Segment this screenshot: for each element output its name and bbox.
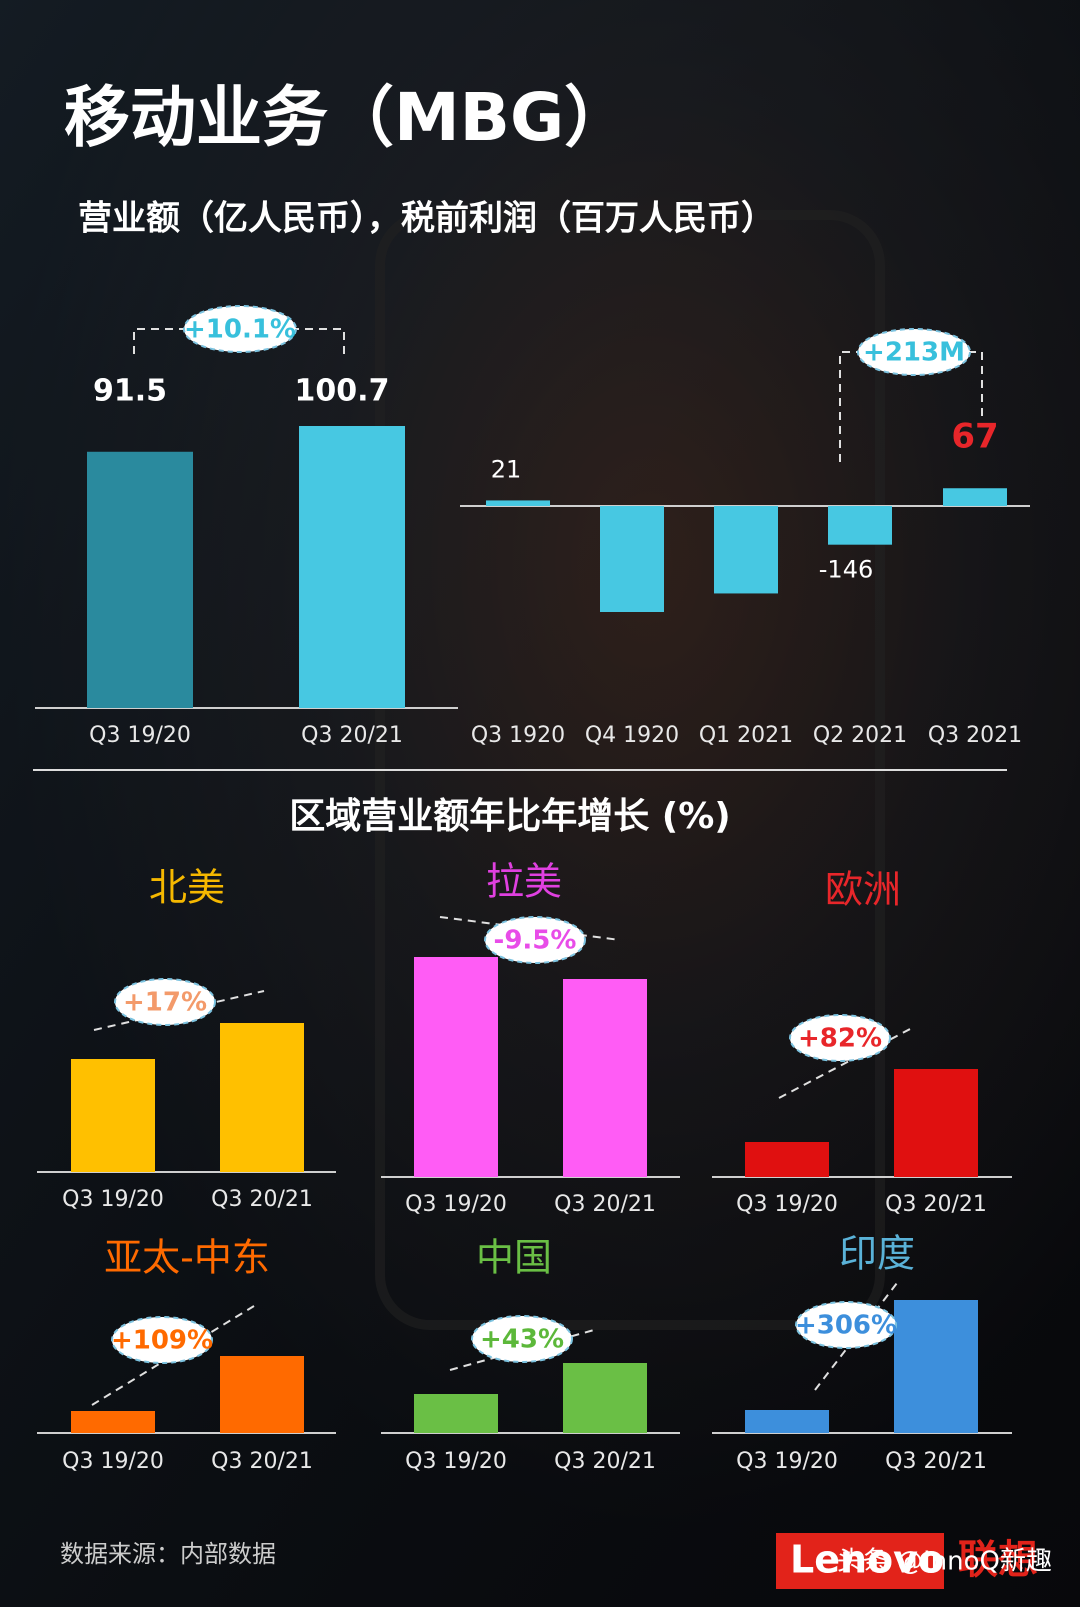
- x-tick-label: Q2 2021: [813, 723, 907, 748]
- x-tick-label: Q3 1920: [471, 723, 565, 748]
- x-tick-label: Q3 19/20: [405, 1449, 507, 1474]
- source: 数据来源：内部数据: [60, 1540, 276, 1568]
- logo-cn: 联想: [958, 1537, 1038, 1583]
- bar: [563, 979, 647, 1177]
- bar: [220, 1023, 304, 1172]
- region-title: 拉美: [486, 860, 562, 904]
- x-tick-label: Q3 19/20: [405, 1192, 507, 1217]
- bar: [745, 1142, 829, 1177]
- x-tick-label: Q3 19/20: [736, 1192, 838, 1217]
- trend-line: [814, 1282, 898, 1391]
- annotation-bubble: [857, 328, 971, 376]
- section-title: 区域营业额年比年增长 (%): [289, 796, 731, 837]
- x-tick-label: Q1 2021: [699, 723, 793, 748]
- value-label: 21: [491, 455, 522, 483]
- annotation: +109%: [111, 1326, 213, 1356]
- x-tick-label: Q3 19/20: [62, 1187, 164, 1212]
- x-tick-label: Q3 20/21: [885, 1192, 987, 1217]
- bar: [414, 1394, 498, 1433]
- bar: [299, 426, 405, 708]
- bar: [828, 506, 892, 545]
- bar: [414, 957, 498, 1177]
- region-title: 印度: [839, 1232, 915, 1276]
- x-tick-label: Q3 2021: [928, 723, 1022, 748]
- annotation-bubble: [789, 1014, 891, 1062]
- value-label: 100.7: [295, 374, 390, 409]
- bar: [71, 1411, 155, 1433]
- page-title: 移动业务（MBG）: [64, 79, 630, 156]
- annotation: +82%: [798, 1024, 882, 1054]
- x-tick-label: Q3 20/21: [554, 1192, 656, 1217]
- annotation: +17%: [123, 988, 207, 1018]
- trend-line: [778, 1027, 913, 1099]
- bar: [943, 488, 1007, 506]
- x-tick-label: Q3 20/21: [301, 723, 403, 748]
- x-tick-label: Q4 1920: [585, 723, 679, 748]
- bar: [894, 1069, 978, 1177]
- bar: [71, 1059, 155, 1172]
- annotation: -9.5%: [494, 926, 577, 956]
- annotation-bubble: [114, 978, 216, 1026]
- annotation-bubble: [484, 916, 586, 964]
- trend-line: [91, 1305, 255, 1406]
- x-tick-label: Q3 19/20: [89, 723, 191, 748]
- bracket: [839, 351, 983, 462]
- annotation: +43%: [480, 1325, 564, 1355]
- x-tick-label: Q3 20/21: [554, 1449, 656, 1474]
- annotation-bubble: [471, 1315, 573, 1363]
- region-title: 亚太-中东: [104, 1236, 270, 1280]
- watermark: 头条 @InnoQ新趣: [837, 1547, 1052, 1577]
- annotation-bubble: [111, 1316, 213, 1364]
- region-title: 中国: [476, 1236, 552, 1280]
- value-label: 67: [951, 417, 998, 457]
- bar: [220, 1356, 304, 1433]
- bar: [87, 451, 193, 708]
- x-tick-label: Q3 19/20: [736, 1449, 838, 1474]
- logo-box: [776, 1533, 944, 1589]
- annotation-bubble: [183, 305, 297, 353]
- logo: Lenovo: [790, 1538, 944, 1582]
- charts: Q3 19/20 91.5 Q3 20/21 100.7 +10.1% Q3 1920 21…: [35, 305, 1030, 1474]
- bar: [600, 506, 664, 612]
- value-label: 91.5: [93, 374, 167, 409]
- annotation-bubble: [795, 1301, 897, 1349]
- x-tick-label: Q3 20/21: [211, 1449, 313, 1474]
- value-label: -146: [819, 556, 873, 584]
- subtitle: 营业额（亿人民币），税前利润（百万人民币）: [78, 199, 775, 239]
- bar: [745, 1410, 829, 1433]
- annotation: +306%: [795, 1311, 897, 1341]
- bar: [894, 1300, 978, 1433]
- bar: [563, 1363, 647, 1433]
- region-title: 北美: [149, 866, 225, 910]
- x-tick-label: Q3 20/21: [211, 1187, 313, 1212]
- bar: [486, 500, 550, 506]
- annotation: +213M: [863, 338, 965, 368]
- bar: [714, 506, 778, 594]
- region-title: 欧洲: [825, 868, 901, 912]
- x-tick-label: Q3 19/20: [62, 1449, 164, 1474]
- annotation: +10.1%: [184, 315, 296, 345]
- x-tick-label: Q3 20/21: [885, 1449, 987, 1474]
